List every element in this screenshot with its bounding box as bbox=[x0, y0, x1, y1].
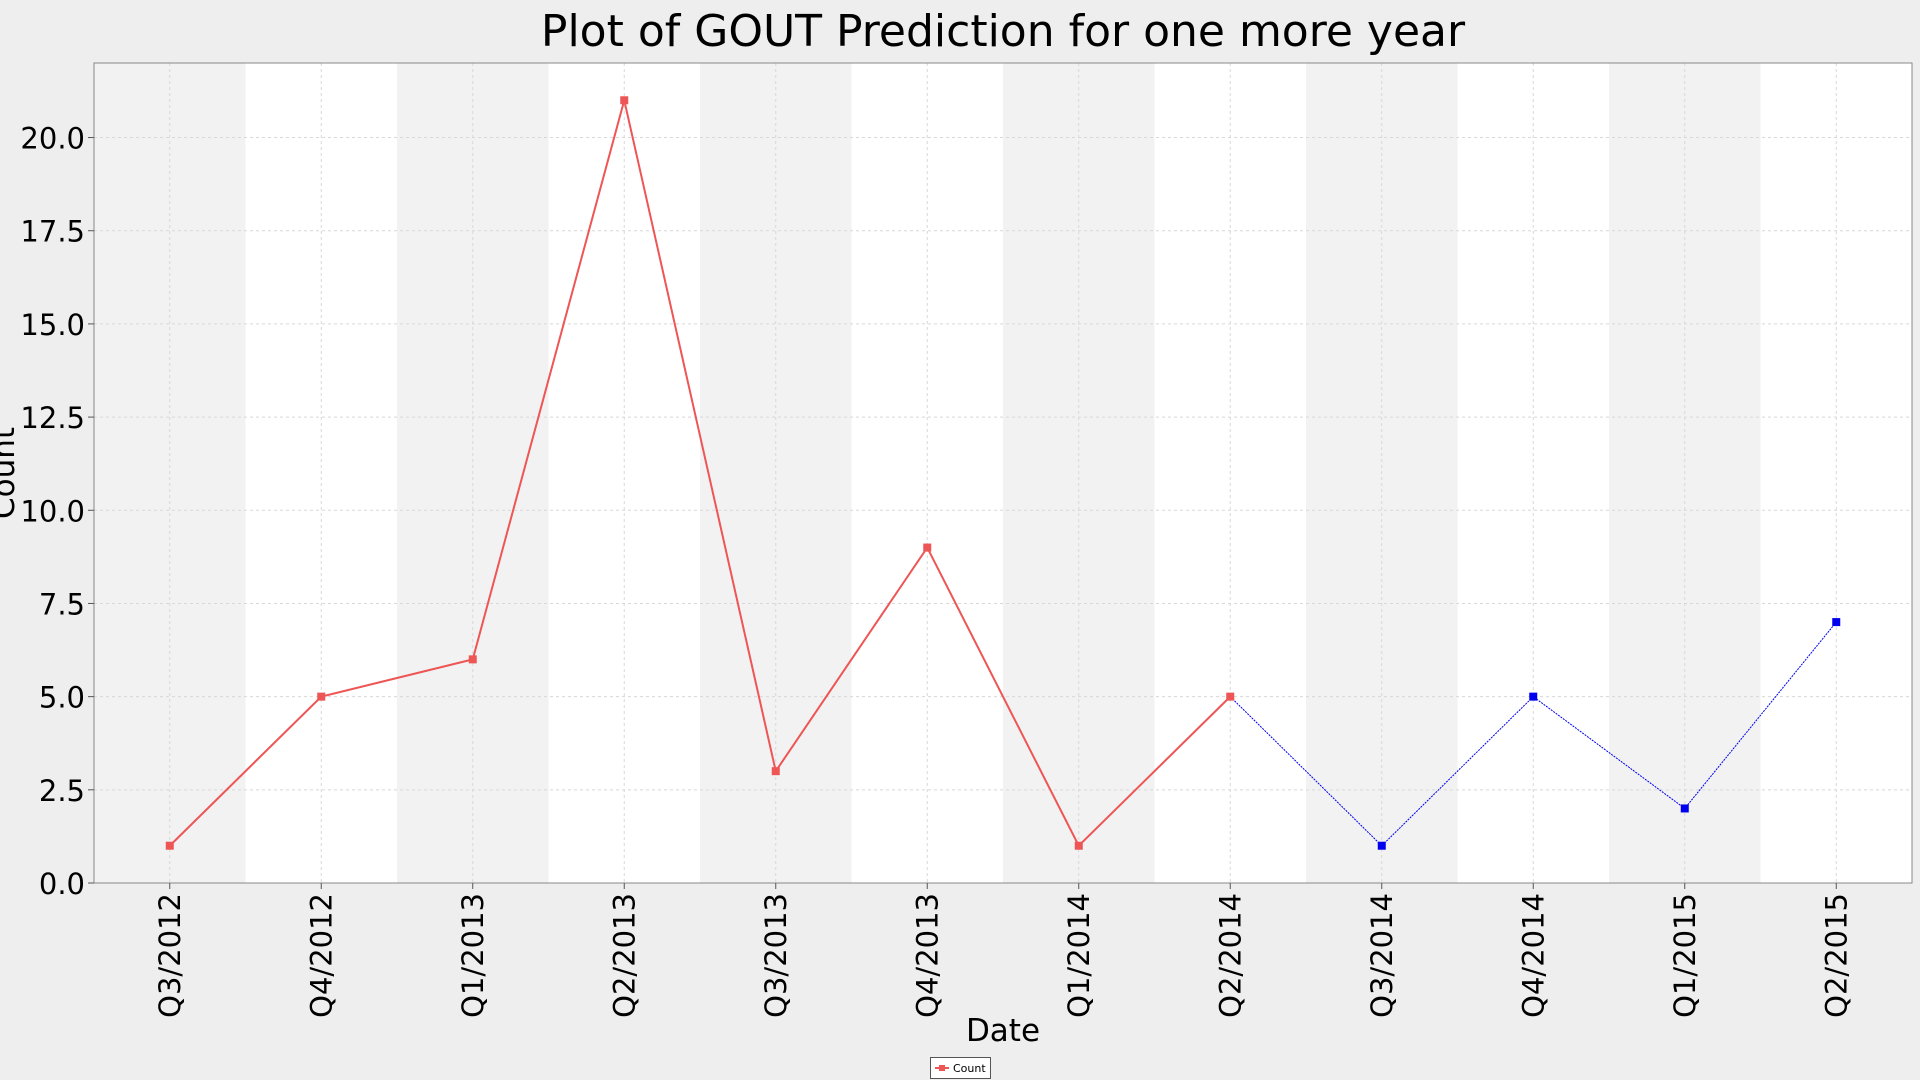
y-tick-label: 2.5 bbox=[39, 774, 85, 808]
data-point bbox=[771, 767, 780, 776]
x-tick-label: Q1/2014 bbox=[1062, 893, 1096, 1018]
y-tick-label: 0.0 bbox=[39, 867, 85, 901]
x-tick-label: Q4/2013 bbox=[910, 893, 944, 1018]
chart-title: Plot of GOUT Prediction for one more yea… bbox=[541, 6, 1466, 57]
prediction-point bbox=[1377, 841, 1386, 850]
data-point bbox=[1226, 692, 1235, 701]
y-tick-label: 12.5 bbox=[20, 401, 85, 435]
x-axis-label: Date bbox=[966, 1013, 1040, 1049]
x-tick-label: Q1/2013 bbox=[456, 893, 490, 1018]
y-tick-label: 15.0 bbox=[20, 308, 85, 342]
prediction-point bbox=[1832, 618, 1841, 627]
y-axis-label: Count bbox=[0, 427, 22, 519]
data-point bbox=[1074, 841, 1083, 850]
legend: Count bbox=[930, 1057, 991, 1079]
data-point bbox=[317, 692, 326, 701]
data-point bbox=[468, 655, 477, 664]
prediction-point bbox=[1680, 804, 1689, 813]
x-tick-label: Q2/2015 bbox=[1819, 893, 1853, 1018]
x-tick-label: Q2/2013 bbox=[607, 893, 641, 1018]
y-tick-label: 10.0 bbox=[20, 494, 85, 528]
legend-swatch-count bbox=[935, 1063, 949, 1073]
data-point bbox=[620, 96, 629, 105]
x-tick-label: Q1/2015 bbox=[1668, 893, 1702, 1018]
x-tick-label: Q2/2014 bbox=[1213, 893, 1247, 1018]
x-tick-label: Q4/2014 bbox=[1516, 893, 1550, 1018]
prediction-point bbox=[1529, 692, 1538, 701]
data-point bbox=[923, 543, 932, 552]
series-line-prediction bbox=[1229, 621, 1837, 847]
y-tick-label: 5.0 bbox=[39, 681, 85, 715]
x-tick-label: Q3/2012 bbox=[153, 893, 187, 1018]
x-tick-label: Q3/2013 bbox=[759, 893, 793, 1018]
y-tick-label: 7.5 bbox=[39, 587, 85, 621]
x-tick-label: Q3/2014 bbox=[1365, 893, 1399, 1018]
y-tick-label: 20.0 bbox=[20, 122, 85, 156]
legend-label-count: Count bbox=[953, 1061, 986, 1075]
y-tick-label: 17.5 bbox=[20, 215, 85, 249]
series-line-count bbox=[169, 100, 1231, 848]
x-tick-label: Q4/2012 bbox=[304, 893, 338, 1018]
plot-border bbox=[93, 62, 1913, 884]
data-point bbox=[165, 841, 174, 850]
